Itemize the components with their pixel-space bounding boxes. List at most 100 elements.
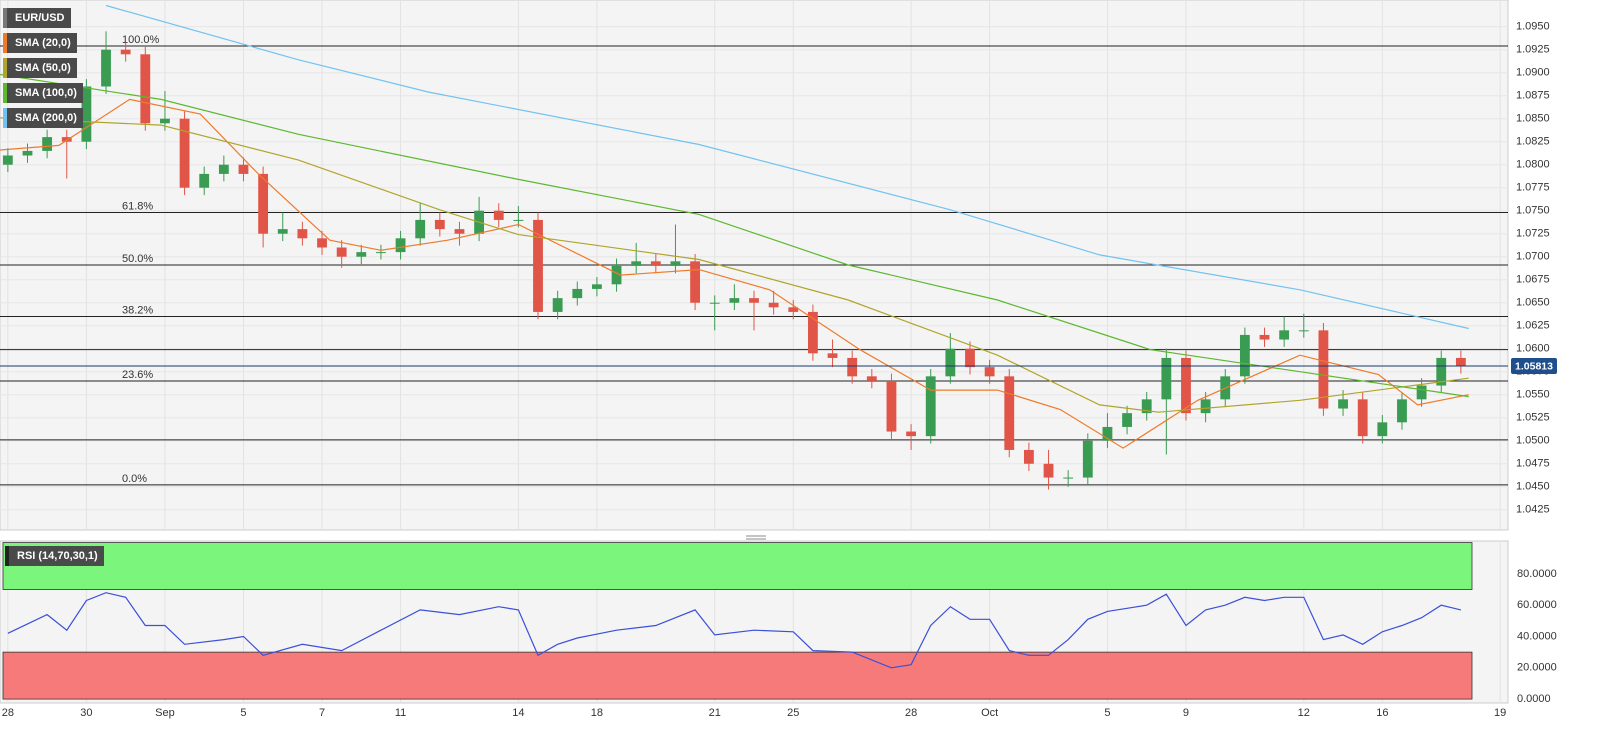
x-tick-label: 19 [1494, 707, 1506, 719]
y-tick-label: 1.0775 [1516, 182, 1550, 194]
x-tick-label: 18 [591, 707, 603, 719]
y-tick-label: 1.0425 [1516, 504, 1550, 516]
legend-entry: SMA (100,0) [3, 83, 83, 103]
candle-body [572, 288, 583, 299]
candle-body [807, 311, 818, 354]
x-tick-label: 21 [709, 707, 721, 719]
sma-line [0, 117, 1469, 413]
candle-body [1239, 334, 1250, 377]
y-tick-label: 1.0750 [1516, 205, 1550, 217]
candle-body [336, 247, 347, 257]
fib-label: 0.0% [122, 473, 147, 485]
candle-body [1004, 376, 1015, 450]
candle-body [1063, 477, 1074, 479]
y-tick-label: 1.0500 [1516, 435, 1550, 447]
y-tick-label: 1.0875 [1516, 90, 1550, 102]
legend: EUR/USD SMA (20,0) SMA (50,0) SMA (100,0) SM… [3, 8, 83, 133]
candle-body [297, 229, 308, 239]
candle-body [120, 49, 131, 55]
candle-body [434, 219, 445, 230]
candle-body [1161, 357, 1172, 400]
fib-label: 100.0% [122, 34, 160, 46]
candle-body [1298, 330, 1309, 332]
x-tick-label: 28 [2, 707, 14, 719]
sma-line [105, 4, 1469, 330]
y-tick-label: 1.0925 [1516, 44, 1550, 56]
candle-body [670, 261, 681, 266]
legend-entry: SMA (200,0) [3, 108, 83, 128]
candle-body [395, 238, 406, 253]
y-tick-label: 1.0725 [1516, 228, 1550, 240]
x-tick-label: 25 [787, 707, 799, 719]
candle-body [906, 431, 916, 437]
candle-body [160, 118, 170, 124]
x-tick-label: 9 [1183, 707, 1189, 719]
fib-label: 61.8% [122, 200, 153, 212]
x-tick-label: 12 [1298, 707, 1310, 719]
y-tick-label: 1.0825 [1516, 136, 1550, 148]
candle-body [592, 284, 602, 289]
y-tick-label: 1.0550 [1516, 389, 1550, 401]
y-tick-label: 1.0850 [1516, 113, 1550, 125]
y-tick-label: 20.0000 [1517, 662, 1557, 674]
y-tick-label: 1.0625 [1516, 320, 1550, 332]
candle-body [611, 265, 622, 285]
y-tick-label: 60.0000 [1517, 599, 1557, 611]
fib-label: 38.2% [122, 304, 153, 316]
candle-body [690, 261, 701, 303]
y-tick-label: 1.0950 [1516, 21, 1550, 33]
x-tick-label: 30 [80, 707, 92, 719]
candle-body [277, 229, 288, 234]
candle-body [1338, 399, 1348, 409]
candle-body [1416, 385, 1427, 400]
candle-body [179, 118, 190, 188]
rsi-zone [2, 542, 1473, 590]
candle-body [1200, 399, 1211, 414]
candle-body [965, 348, 975, 368]
y-tick-label: 0.0000 [1517, 693, 1551, 705]
fib-label: 23.6% [122, 369, 153, 381]
x-tick-label: 5 [240, 707, 246, 719]
candle-body [238, 164, 249, 174]
candle-body [768, 302, 779, 308]
candle-body [650, 261, 661, 266]
candle-body [356, 252, 367, 257]
candle-body [749, 298, 759, 303]
candle-body [1141, 399, 1152, 414]
last-price-box [1511, 357, 1557, 374]
candle-body [81, 86, 92, 142]
candle-body [101, 49, 111, 87]
last-price-label: 1.05813 [1515, 361, 1553, 373]
x-tick-label: 11 [395, 707, 406, 719]
candle-body [1259, 334, 1270, 340]
x-tick-label: 7 [319, 707, 325, 719]
candle-body [984, 367, 995, 377]
candle-body [218, 164, 229, 174]
candle-body [1082, 440, 1093, 478]
candle-body [376, 252, 386, 254]
candle-body [513, 219, 524, 221]
candle-body [1122, 413, 1132, 427]
candle-body [709, 302, 720, 304]
candle-body [552, 298, 563, 312]
candle-body [729, 298, 740, 303]
candle-body [317, 238, 327, 248]
y-tick-label: 1.0675 [1516, 274, 1550, 286]
x-tick-label: Oct [981, 707, 998, 719]
y-tick-label: 1.0525 [1516, 412, 1550, 424]
candle-body [454, 229, 465, 234]
candle-body [866, 376, 877, 381]
x-tick-label: 16 [1376, 707, 1388, 719]
candle-body [827, 353, 838, 358]
candle-body [1043, 463, 1054, 478]
candle-body [1436, 357, 1447, 386]
legend-entry: SMA (50,0) [3, 58, 77, 78]
rsi-line [7, 592, 1462, 669]
y-tick-label: 1.0650 [1516, 297, 1550, 309]
candle-body [945, 348, 956, 377]
candle-body [61, 137, 72, 142]
rsi-zone [2, 651, 1473, 700]
legend-entry: SMA (20,0) [3, 33, 77, 53]
